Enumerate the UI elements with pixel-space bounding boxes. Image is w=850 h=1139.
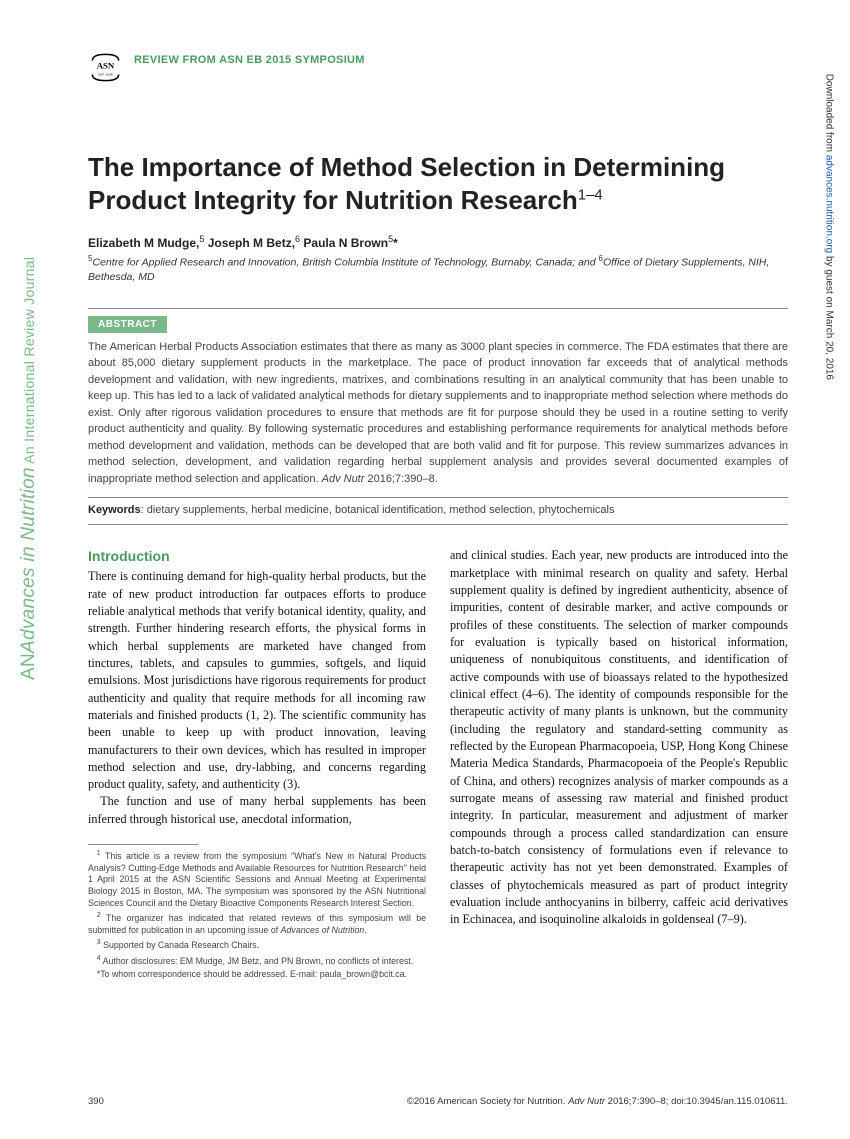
page-number: 390 [88, 1096, 104, 1107]
body-paragraph: The function and use of many herbal supp… [88, 793, 426, 828]
footnotes-divider [88, 844, 198, 845]
keywords: Keywords: dietary supplements, herbal me… [88, 504, 788, 516]
svg-text:EST. 1928: EST. 1928 [98, 72, 112, 76]
footnotes: 1 This article is a review from the symp… [88, 849, 426, 981]
body-paragraph: There is continuing demand for high-qual… [88, 568, 426, 793]
body-column-right: and clinical studies. Each year, new pro… [450, 547, 788, 983]
intro-heading: Introduction [88, 547, 426, 567]
journal-sidebar: ANAdvances in Nutrition An International… [18, 257, 40, 680]
body-column-left: Introduction There is continuing demand … [88, 547, 426, 983]
download-note: Downloaded from advances.nutrition.org b… [823, 74, 834, 380]
abstract-badge: ABSTRACT [88, 316, 167, 333]
abstract-text: The American Herbal Products Association… [88, 339, 788, 488]
divider [88, 497, 788, 498]
footer-citation: ©2016 American Society for Nutrition. Ad… [407, 1096, 788, 1107]
divider [88, 308, 788, 309]
divider [88, 524, 788, 525]
body-paragraph: and clinical studies. Each year, new pro… [450, 547, 788, 928]
affiliations: 5Centre for Applied Research and Innovat… [88, 254, 788, 284]
svg-text:ASN: ASN [97, 60, 115, 70]
asn-logo: ASN EST. 1928 [88, 50, 123, 85]
authors: Elizabeth M Mudge,5 Joseph M Betz,6 Paul… [88, 234, 788, 250]
page-footer: 390 ©2016 American Society for Nutrition… [88, 1096, 788, 1107]
download-link[interactable]: advances.nutrition.org [823, 155, 834, 253]
article-title: The Importance of Method Selection in De… [88, 151, 788, 216]
review-label: REVIEW FROM ASN EB 2015 SYMPOSIUM [134, 50, 788, 66]
